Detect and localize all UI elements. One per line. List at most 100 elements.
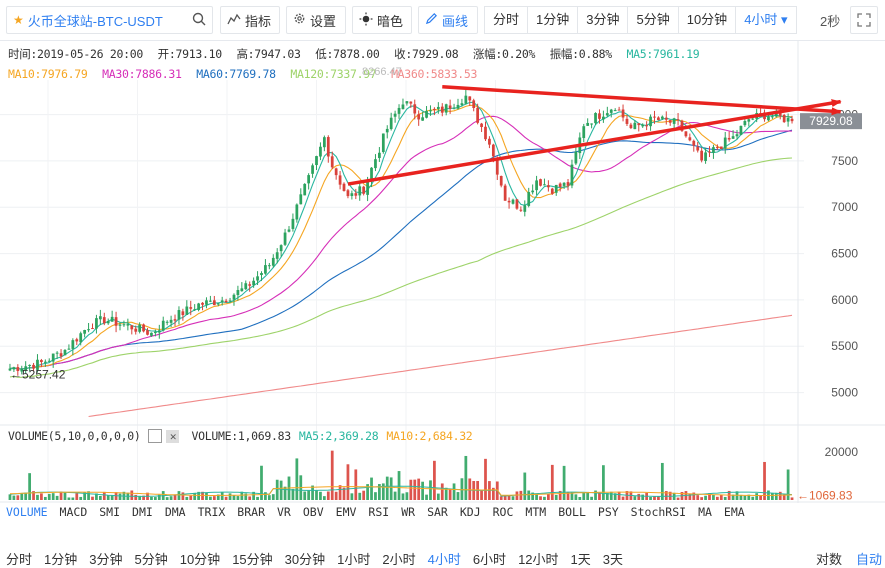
volume-bar	[67, 497, 71, 500]
period-selector: 分时 1分钟 3分钟 5分钟 10分钟 4小时 ▾	[484, 6, 797, 34]
period-1[interactable]: 1分钟	[528, 7, 579, 33]
indicator-tab-psy[interactable]: PSY	[597, 505, 619, 519]
refresh-interval[interactable]: 2秒	[820, 13, 841, 29]
bottom-period-9[interactable]: 4小时	[427, 552, 461, 567]
indicator-tab-macd[interactable]: MACD	[59, 505, 88, 519]
indicator-tab-trix[interactable]: TRIX	[197, 505, 226, 519]
volume-ma5-line	[9, 485, 793, 497]
draw-line-button[interactable]: 画线	[418, 6, 478, 34]
indicator-tab-obv[interactable]: OBV	[302, 505, 324, 519]
period-0[interactable]: 分时	[485, 7, 529, 33]
info-ma10: MA10:7976.79	[8, 67, 88, 81]
indicator-tab-emv[interactable]: EMV	[335, 505, 357, 519]
auto-scale-toggle[interactable]: 自动	[856, 552, 883, 567]
bottom-period-2[interactable]: 3分钟	[89, 552, 123, 567]
volume-bar	[531, 492, 535, 500]
indicator-tab-dma[interactable]: DMA	[164, 505, 186, 519]
candle-body	[271, 257, 275, 266]
indicator-tab-dmi[interactable]: DMI	[132, 505, 153, 519]
indicator-tab-brar[interactable]: BRAR	[237, 505, 265, 519]
period-3[interactable]: 5分钟	[628, 7, 679, 33]
chart-line-icon	[227, 13, 241, 28]
indicator-button[interactable]: 指标	[220, 6, 280, 34]
search-icon[interactable]	[192, 12, 206, 29]
fullscreen-icon[interactable]	[850, 6, 878, 34]
bottom-period-1[interactable]: 1分钟	[44, 552, 78, 567]
volume-bar	[480, 489, 483, 500]
log-scale-toggle[interactable]: 对数	[816, 552, 843, 567]
bottom-period-5[interactable]: 15分钟	[232, 552, 273, 567]
candle-body	[436, 106, 440, 109]
candle-body	[747, 119, 751, 122]
volume-bar	[574, 494, 578, 500]
volume-bar	[181, 492, 185, 500]
info-change: 涨幅:0.20%	[472, 47, 536, 61]
volume-bar	[252, 491, 256, 500]
candle-body	[36, 359, 39, 370]
candle-body	[47, 360, 51, 362]
indicator-tab-kdj[interactable]: KDJ	[459, 505, 481, 519]
volume-bar	[381, 483, 385, 500]
indicator-tab-boll[interactable]: BOLL	[558, 505, 586, 519]
settings-button[interactable]: 设置	[286, 6, 346, 34]
volume-bar	[157, 494, 161, 500]
indicator-tab-roc[interactable]: ROC	[492, 505, 514, 519]
y-tick-label: 6000	[831, 293, 858, 307]
indicator-tab-ma[interactable]: MA	[698, 505, 712, 519]
bottom-period-8[interactable]: 2小时	[382, 552, 416, 567]
indicator-tab-stochrsi[interactable]: StochRSI	[630, 505, 687, 519]
indicator-tab-rsi[interactable]: RSI	[368, 505, 390, 519]
candle-body	[653, 116, 656, 118]
volume-bar	[440, 483, 444, 500]
bottom-period-0[interactable]: 分时	[6, 552, 33, 567]
bottom-period-3[interactable]: 5分钟	[134, 552, 168, 567]
candle-body	[381, 133, 385, 153]
volume-bar	[389, 477, 393, 500]
volume-bar	[448, 489, 452, 500]
indicator-tab-ema[interactable]: EMA	[723, 505, 745, 519]
volume-bar	[260, 465, 263, 500]
bottom-period-12[interactable]: 1天	[570, 552, 591, 567]
period-5[interactable]: 4小时 ▾	[744, 12, 788, 27]
indicator-tab-volume[interactable]: VOLUME	[6, 505, 48, 519]
indicator-tab-sar[interactable]: SAR	[427, 505, 448, 519]
indicator-tab-wr[interactable]: WR	[401, 505, 416, 519]
indicator-tab-smi[interactable]: SMI	[99, 505, 121, 519]
info-ma60: MA60:7769.78	[196, 67, 276, 81]
candle-body	[708, 151, 711, 153]
bottom-period-13[interactable]: 3天	[602, 552, 623, 567]
bottom-period-10[interactable]: 6小时	[472, 552, 507, 567]
candle-body	[264, 265, 267, 274]
candle-body	[723, 137, 727, 149]
bottom-period-11[interactable]: 12小时	[518, 552, 559, 567]
candle-body	[185, 306, 189, 315]
volume-bar	[201, 491, 204, 500]
volume-bar	[503, 495, 507, 500]
candle-body	[122, 324, 126, 326]
volume-bar	[755, 493, 759, 500]
settings-small-icon[interactable]	[148, 429, 163, 443]
close-icon[interactable]: ✕	[166, 429, 180, 443]
volume-bar	[47, 493, 51, 500]
dark-mode-button[interactable]: 暗色	[352, 6, 412, 34]
indicator-tab-vr[interactable]: VR	[277, 505, 291, 519]
candle-body	[150, 332, 153, 336]
star-icon[interactable]: ★	[13, 13, 24, 27]
volume-bar	[519, 490, 523, 500]
period-4[interactable]: 10分钟	[679, 7, 737, 33]
bottom-period-7[interactable]: 1小时	[337, 552, 371, 567]
bottom-period-4[interactable]: 10分钟	[179, 552, 221, 567]
candle-body	[212, 300, 216, 306]
indicator-tab-mtm[interactable]: MTM	[525, 505, 547, 519]
volume-bar	[91, 496, 94, 500]
volume-bar	[334, 491, 338, 500]
price-chart[interactable]: 80007500700065006000550050005月 25月 55月 8…	[0, 0, 885, 503]
period-2[interactable]: 3分钟	[578, 7, 629, 33]
volume-bar	[12, 495, 16, 500]
bottom-period-6[interactable]: 30分钟	[284, 552, 326, 567]
volume-bar	[602, 465, 605, 500]
volume-bar	[460, 478, 464, 500]
symbol-selector[interactable]: ★ 火币全球站-BTC-USDT	[6, 6, 213, 34]
volume-bar	[527, 490, 531, 500]
candle-body	[464, 95, 468, 104]
